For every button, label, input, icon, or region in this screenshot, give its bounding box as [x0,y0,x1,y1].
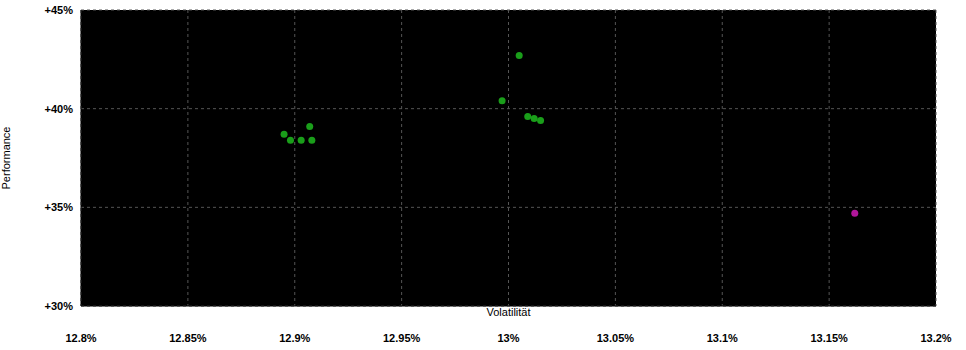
svg-text:12.95%: 12.95% [383,332,421,344]
svg-text:12.8%: 12.8% [65,332,96,344]
svg-text:Volatilität: Volatilität [486,306,530,318]
svg-text:Performance: Performance [8,127,12,190]
svg-text:13%: 13% [497,332,519,344]
svg-text:12.9%: 12.9% [279,332,310,344]
svg-text:13.1%: 13.1% [707,332,738,344]
svg-text:+40%: +40% [45,103,74,115]
svg-text:13.2%: 13.2% [920,332,951,344]
svg-text:13.05%: 13.05% [597,332,635,344]
svg-text:+35%: +35% [45,201,74,213]
svg-text:12.85%: 12.85% [169,332,207,344]
svg-text:13.15%: 13.15% [810,332,848,344]
svg-text:+30%: +30% [45,300,74,312]
svg-text:+45%: +45% [45,4,74,16]
